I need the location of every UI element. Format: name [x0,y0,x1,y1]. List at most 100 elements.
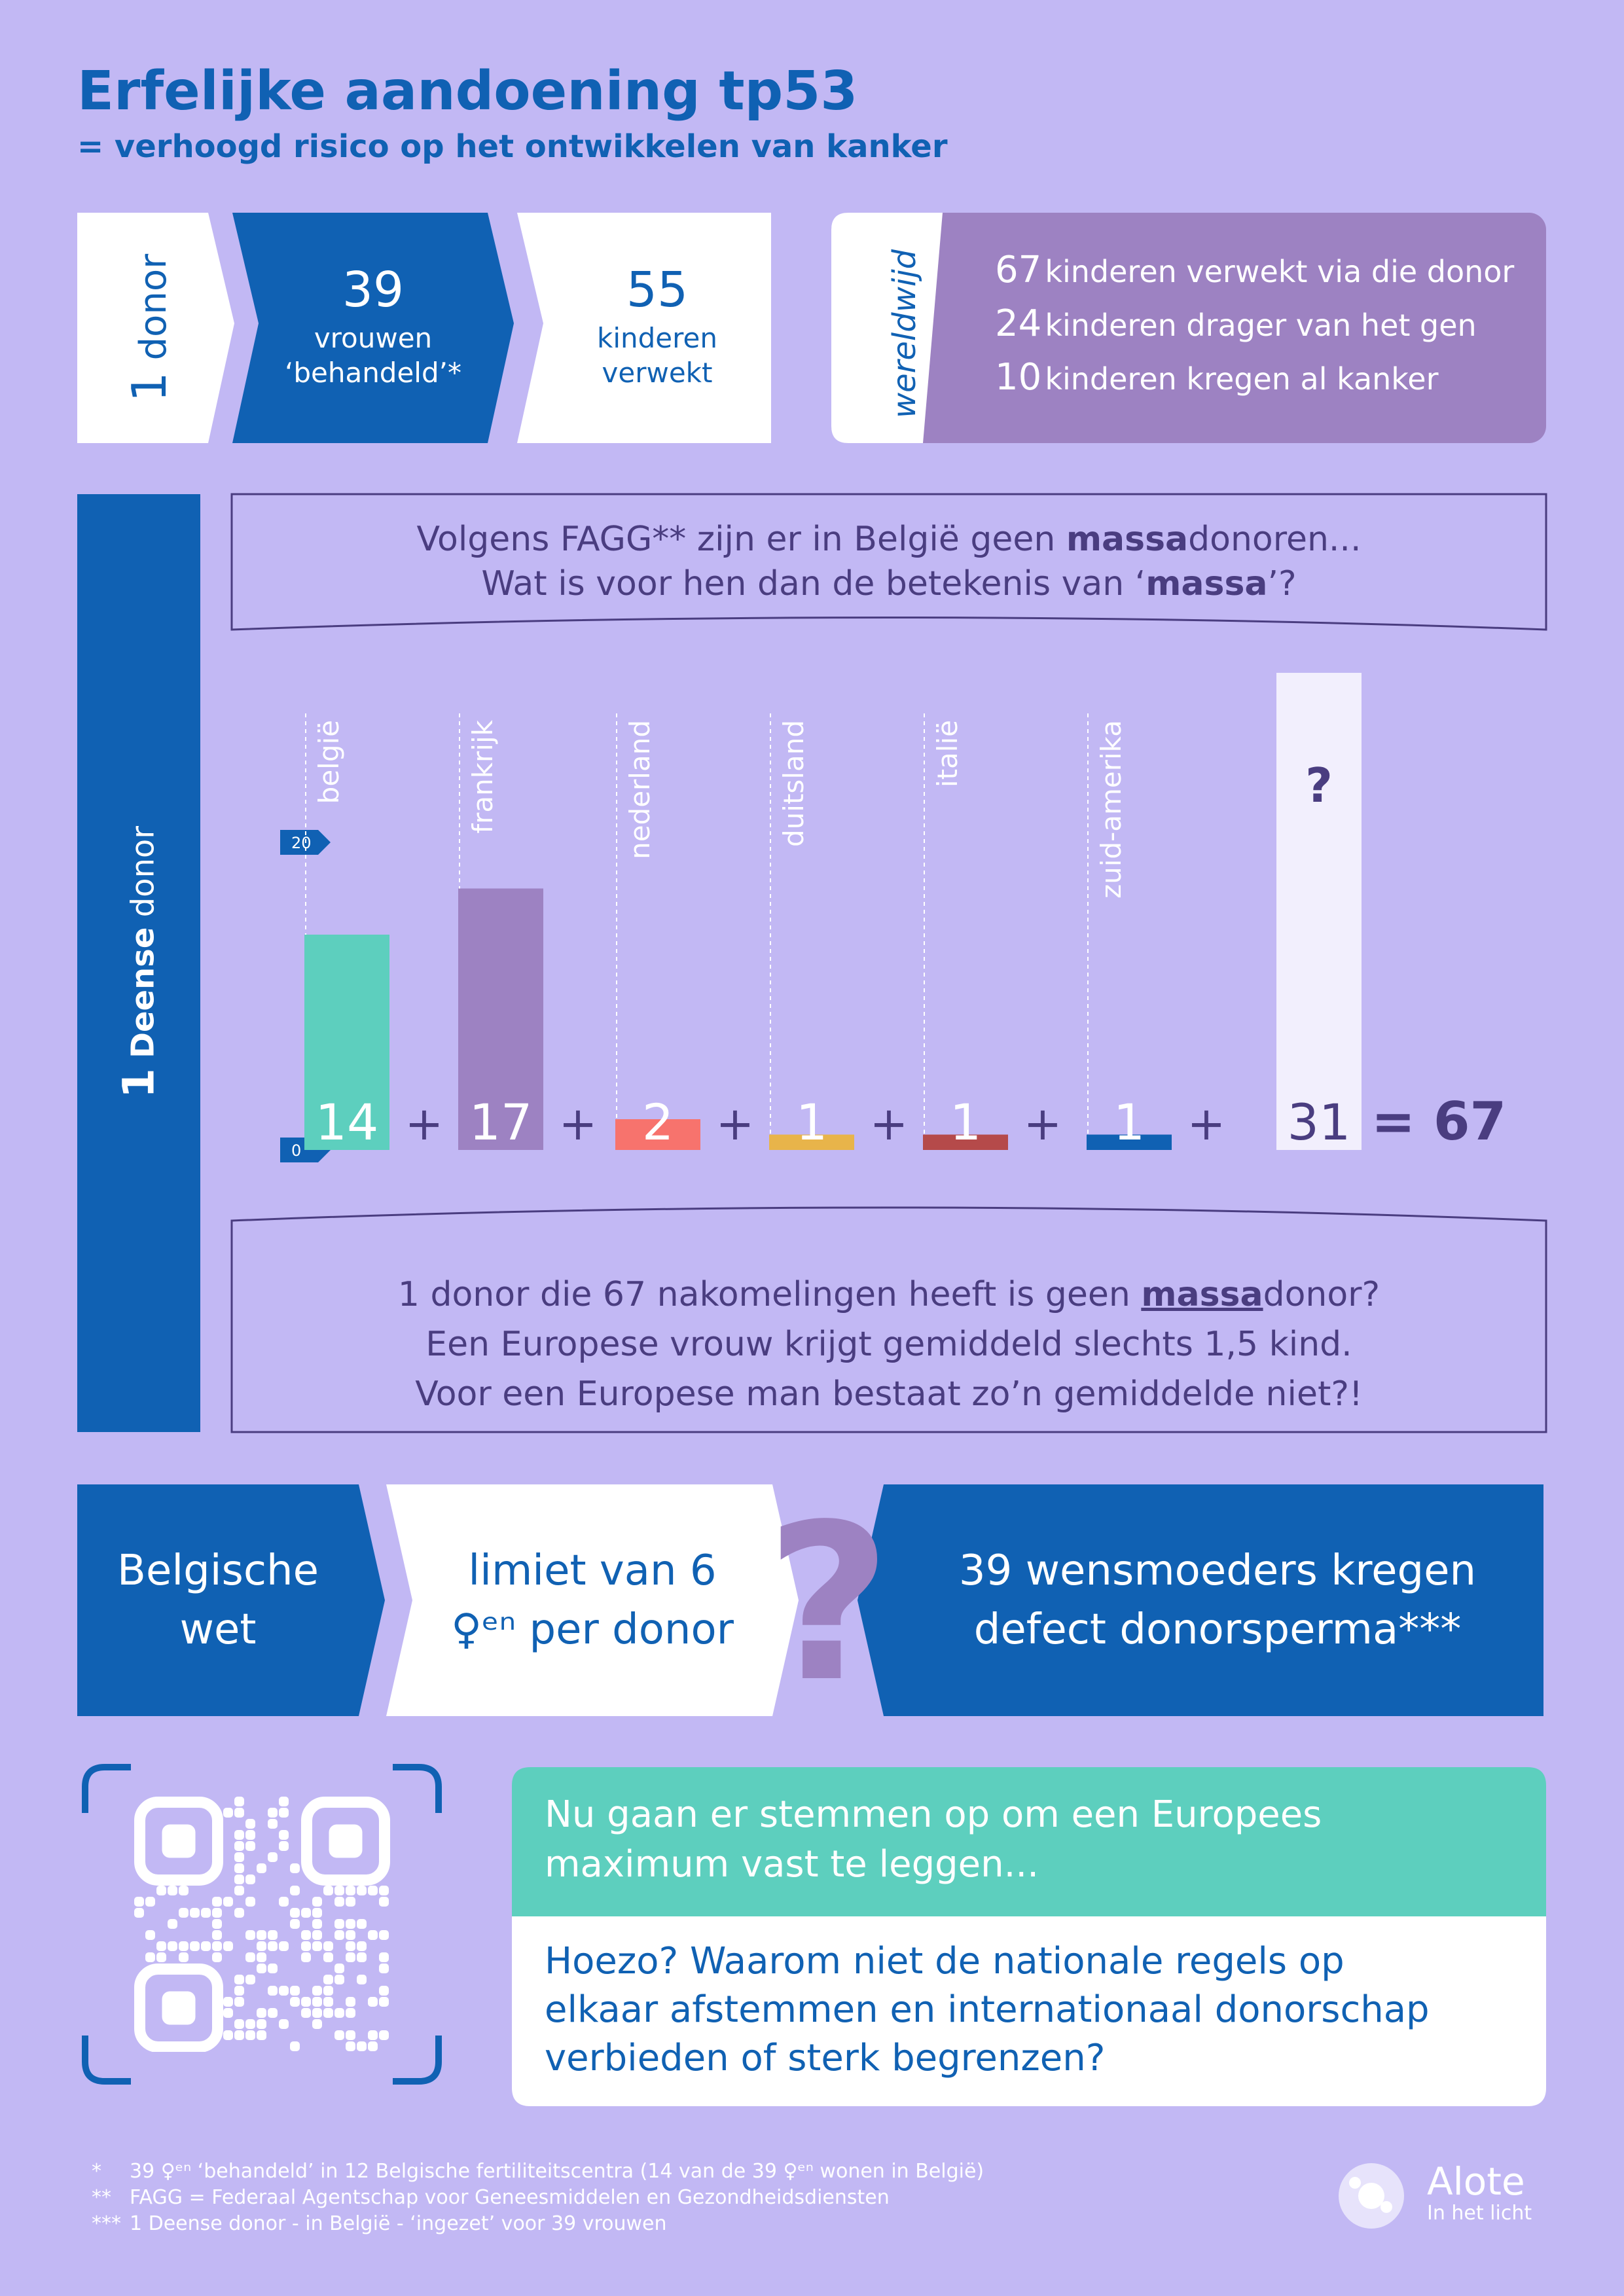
qr-module [290,1908,300,1918]
bar-value-label: 14 [316,1093,379,1151]
qr-module [245,1930,255,1940]
unknown-bar [1276,673,1362,1150]
qr-module [234,1997,244,2007]
women-arrow-shape [232,213,514,443]
qr-module [357,2041,367,2051]
law-box-2-text: limiet van 6 ♀ᵉⁿ per donor [451,1547,734,1654]
qr-module [279,1841,289,1851]
qr-module [134,1897,144,1907]
law-box-3-text: 39 wensmoeders kregen defect donorsperma… [958,1547,1477,1654]
qr-module [323,1941,333,1951]
qr-module [290,1986,300,1996]
qr-module [379,1986,389,1996]
vote-box-bottom [512,1916,1546,2106]
qr-module [245,1975,255,1984]
conclusion-line1: 1 donor die 67 nakomelingen heeft is gee… [397,1275,1380,1314]
qr-module [212,1941,222,1951]
qr-module [179,1952,189,1962]
qr-module [334,1975,344,1984]
qr-module [279,1986,289,1996]
footnotes: * 39 ♀ᵉⁿ ‘behandeld’ in 12 Belgische fert… [92,2159,984,2237]
qr-module [168,1941,177,1951]
qr-module [179,1886,189,1895]
plus-operator: + [716,1097,755,1151]
qr-module [379,2030,389,2040]
qr-module [368,1930,378,1940]
plus-operator: + [405,1097,444,1151]
bar-value-label: 2 [642,1093,674,1151]
qr-module [346,2041,355,2051]
qr-module [179,1941,189,1951]
law-box-3 [857,1484,1543,1716]
qr-module [312,2019,322,2029]
qr-module [334,1886,344,1895]
donor-arrow-shape [77,213,234,443]
footnote: * 39 ♀ᵉⁿ ‘behandeld’ in 12 Belgische fert… [92,2160,984,2183]
qr-module [179,1908,189,1918]
bar [1087,1134,1172,1150]
qr-module [223,1997,233,2007]
worldwide-box [831,213,1546,443]
question-text: Volgens FAGG** zijn er in België geen ma… [232,517,1546,606]
qr-module [234,1908,244,1918]
qr-module [212,1897,222,1907]
footnote: ** FAGG = Federaal Agentschap voor Genees… [92,2186,890,2209]
qr-module [268,1930,278,1940]
children-line2: verwekt [602,357,713,389]
bar [769,1134,854,1150]
alote-logo-text: Alote In het licht [1427,2159,1532,2225]
bar-value-label: 1 [950,1093,981,1151]
worldwide-item: 24 kinderen drager van het gen [995,302,1477,345]
qr-module [334,1964,344,1973]
qr-module [268,1819,278,1829]
children-line1: kinderen [597,322,717,354]
qr-module [301,1997,311,2007]
qr-module [312,1941,322,1951]
women-line1: vrouwen [314,322,433,354]
qr-module [212,1952,222,1962]
qr-module [346,1897,355,1907]
conclusion-box [230,1206,1547,1433]
qr-module [368,2030,378,2040]
qr-module [168,1886,177,1895]
qr-module [290,1919,300,1929]
qr-module [156,1952,166,1962]
qr-module [268,1808,278,1818]
worldwide-label-tab [831,213,943,443]
qr-module [323,1986,333,1996]
qr-module [257,1952,266,1962]
qr-module [268,1941,278,1951]
qr-module [312,1930,322,1940]
qr-module [346,2008,355,2018]
qr-module [234,1808,244,1818]
qr-module [223,2008,233,2018]
category-label: belgië [313,720,345,804]
question-mark-icon: ? [766,1478,892,1729]
qr-module [368,1997,378,2007]
qr-module [145,1952,155,1962]
qr-module [368,2041,378,2051]
qr-module [323,1975,333,1984]
qr-module [346,1997,355,2007]
qr-module [301,1952,311,1962]
conclusion-line2: Een Europese vrouw krijgt gemiddeld slec… [425,1325,1352,1364]
qr-module [357,1952,367,1962]
qr-module [234,2030,244,2040]
worldwide-item: 67 kinderen verwekt via die donor [995,249,1515,291]
children-stat: 55 kinderen verwekt [543,262,771,389]
qr-module [245,1819,255,1829]
qr-module [279,1897,289,1907]
qr-module [346,1886,355,1895]
category-label: italië [931,720,964,787]
qr-code-icon[interactable] [115,1797,409,2052]
y-tick-label: 0 [291,1141,301,1160]
qr-module [245,1897,255,1907]
question-line1: Volgens FAGG** zijn er in België geen ma… [416,520,1362,559]
category-label: frankrijk [467,719,499,833]
qr-module [257,2008,266,2018]
qr-module [357,1886,367,1895]
plus-operator: + [1024,1097,1062,1151]
vote-box-top [512,1767,1546,1916]
qr-module [245,1874,255,1884]
plus-operator: + [1187,1097,1226,1151]
